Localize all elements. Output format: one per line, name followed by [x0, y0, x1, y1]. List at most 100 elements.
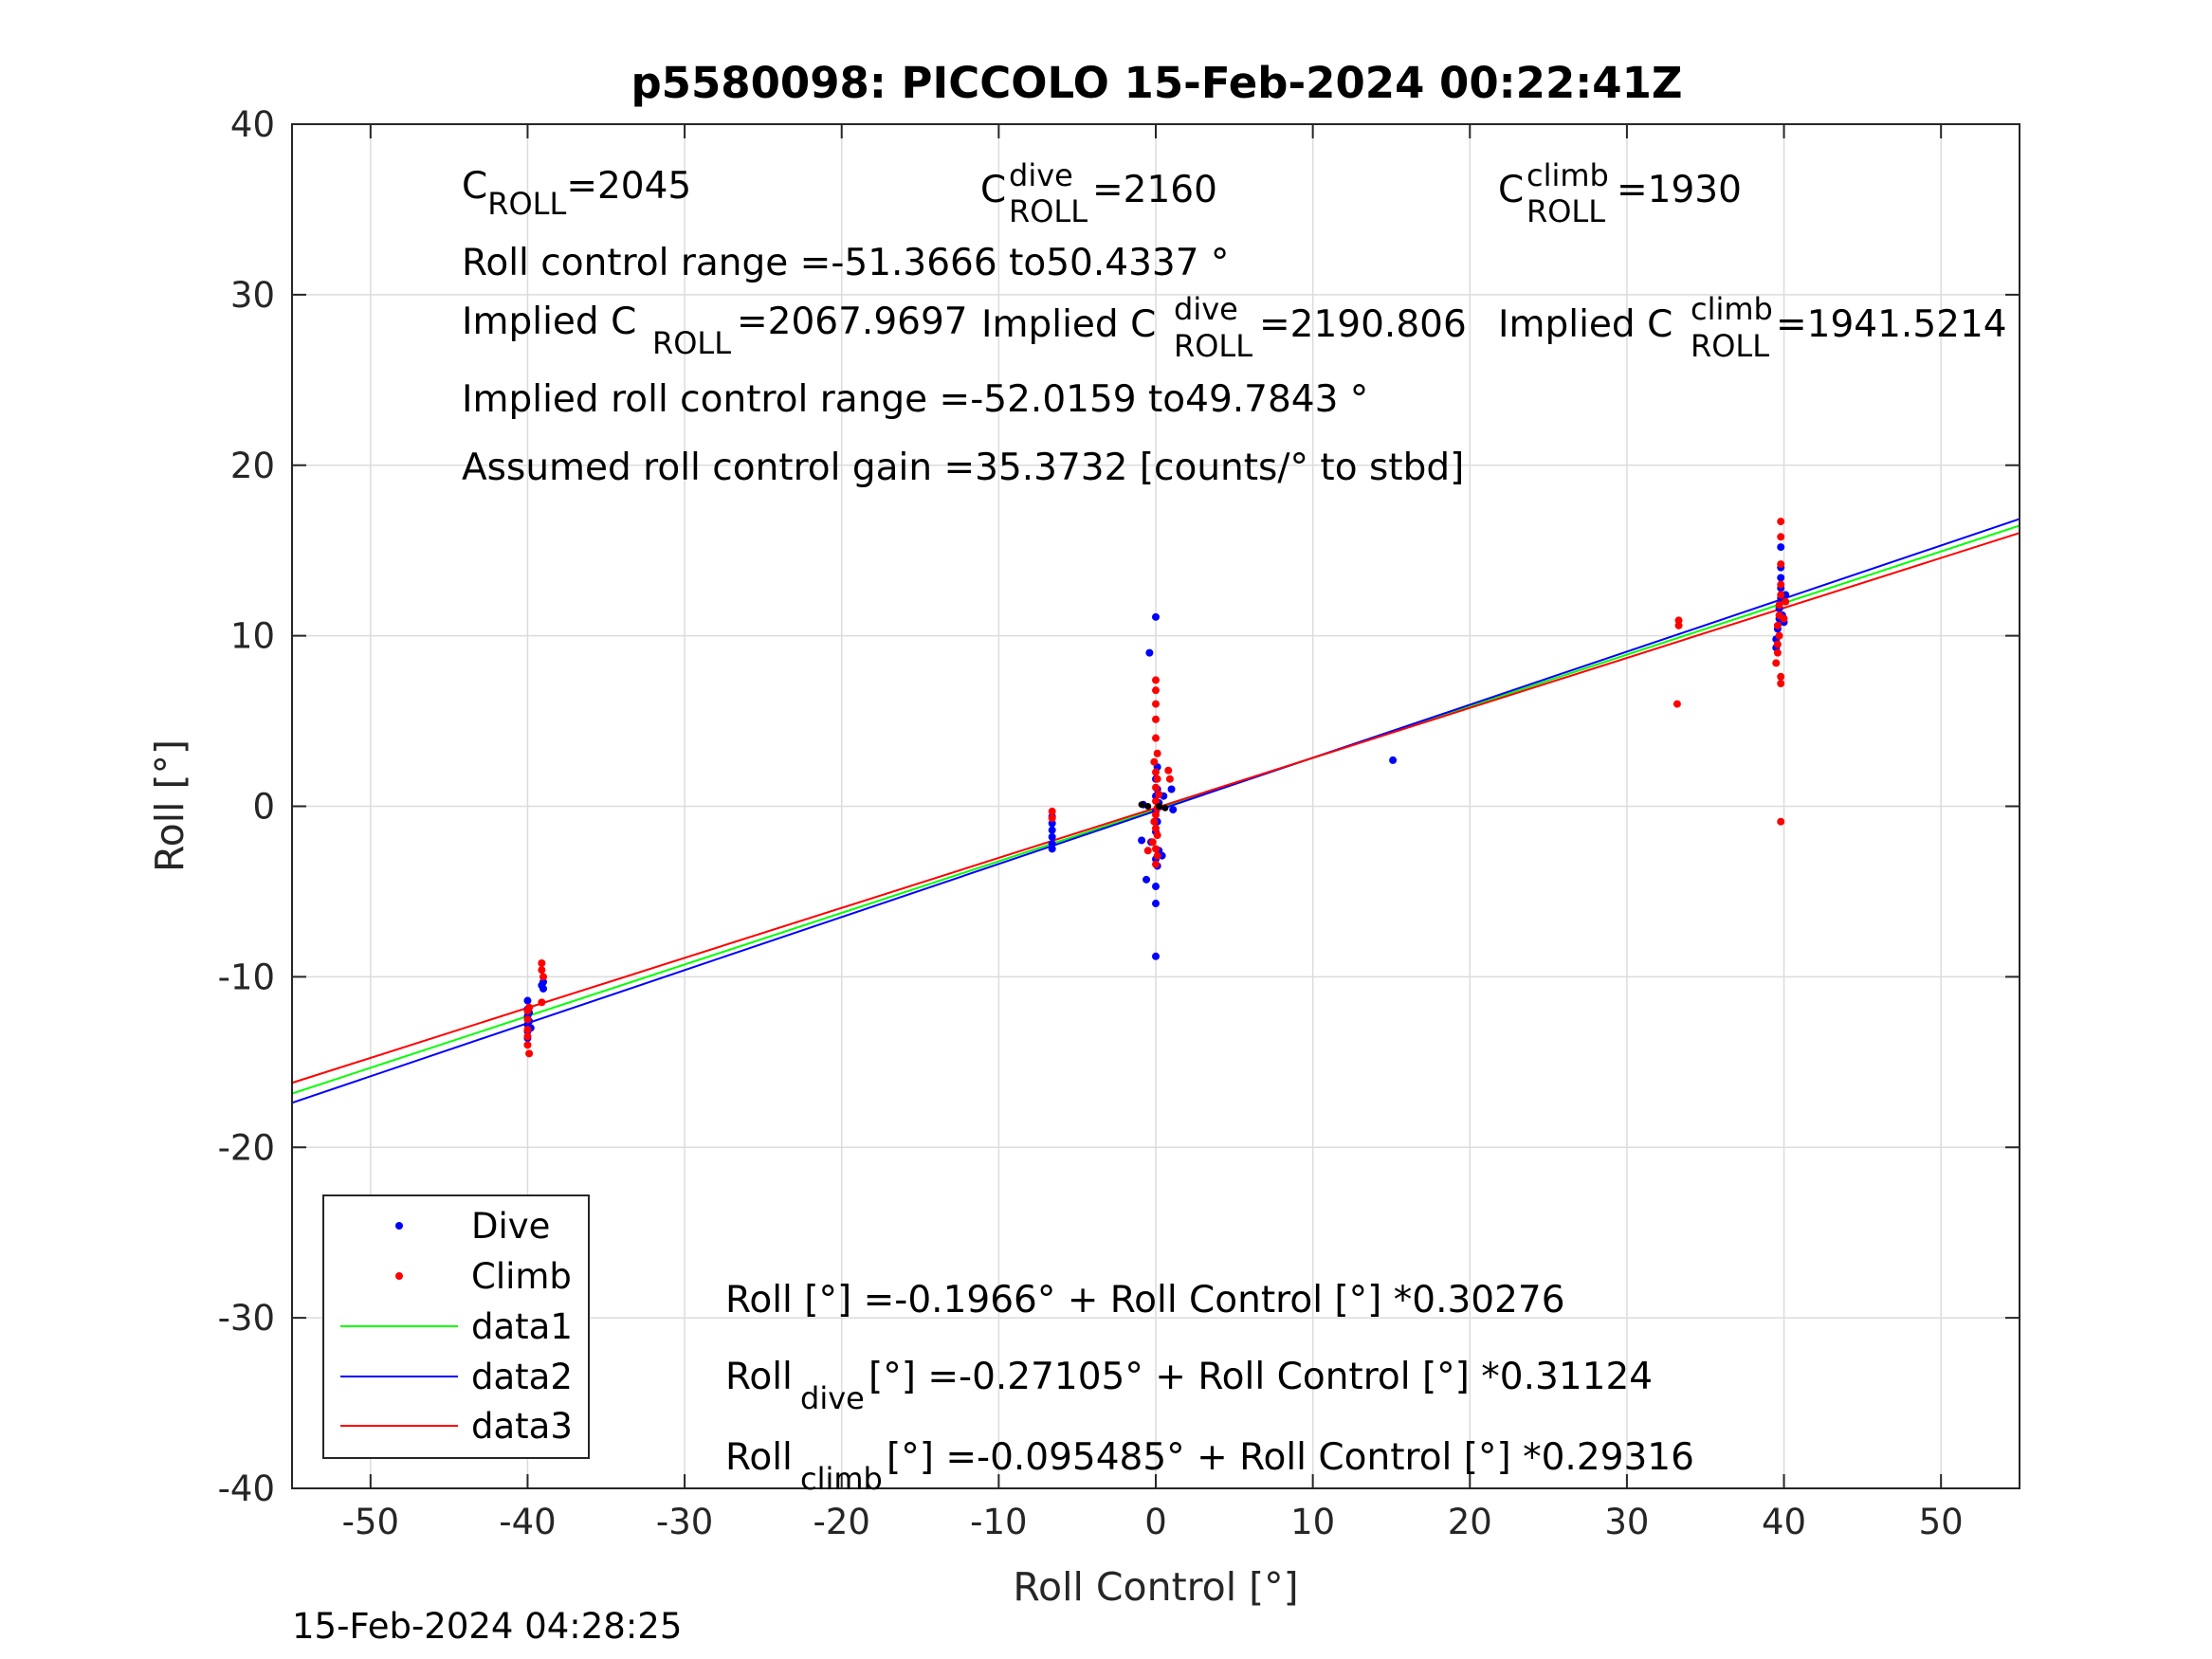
implied-c-roll-prefix: Implied C — [462, 301, 636, 343]
climb-point — [1775, 601, 1783, 610]
climb-point — [1152, 783, 1160, 792]
climb-point — [1773, 621, 1782, 629]
climb-point — [1152, 715, 1160, 723]
climb-point — [1777, 591, 1785, 599]
fit-dive-base: Roll — [725, 1356, 793, 1398]
climb-point — [1152, 797, 1160, 806]
dive-point — [1152, 952, 1160, 960]
climb-point — [1153, 749, 1161, 757]
dive-point — [1152, 900, 1160, 908]
dive-point — [523, 996, 532, 1005]
x-tick-label: -10 — [970, 1502, 1027, 1542]
climb-point — [1153, 831, 1161, 840]
extra-point — [1155, 803, 1162, 810]
fit-dive-sub: dive — [800, 1380, 865, 1416]
climb-point — [1165, 775, 1174, 783]
climb-point — [1152, 686, 1160, 695]
fit-climb-sub: climb — [800, 1461, 883, 1497]
c-roll-climb-sup: climb — [1526, 157, 1609, 193]
climb-point — [1777, 533, 1785, 541]
climb-point — [1048, 807, 1056, 815]
implied-c-roll-dive-value: =2190.806 — [1259, 303, 1467, 346]
x-axis-label: Roll Control [°] — [1013, 1564, 1298, 1610]
axes-frame — [291, 123, 2020, 1489]
climb-point — [1674, 621, 1683, 629]
climb-point — [1148, 838, 1157, 847]
c-roll-climb-base: C — [1498, 169, 1524, 211]
implied-control-range-text: Implied roll control range =-52.0159 to4… — [462, 378, 1368, 421]
y-tick-label: 20 — [230, 446, 275, 486]
footer-timestamp: 15-Feb-2024 04:28:25 — [292, 1606, 682, 1647]
x-tick-label: -40 — [499, 1502, 556, 1542]
c-roll-base: C — [462, 165, 487, 208]
legend-dive-marker — [395, 1222, 403, 1230]
climb-point — [1152, 676, 1160, 684]
c-roll-dive-sup: dive — [1009, 157, 1073, 193]
dive-point — [1777, 574, 1785, 582]
climb-point — [1772, 659, 1781, 667]
x-tick-labels: -50 -40 -30 -20 -10 0 10 20 30 40 50 — [342, 1502, 1964, 1542]
climb-point — [525, 1049, 534, 1058]
climb-point — [1152, 734, 1160, 742]
dive-point — [1048, 826, 1056, 834]
fit-all-text: Roll [°] =-0.1966° + Roll Control [°] *0… — [725, 1279, 1565, 1322]
fit-climb-value: [°] =-0.095485° + Roll Control [°] *0.29… — [887, 1436, 1694, 1479]
dive-point — [1143, 875, 1151, 884]
climb-point — [1150, 757, 1159, 766]
climb-point — [1775, 631, 1783, 640]
fit-climb-base: Roll — [725, 1436, 793, 1479]
implied-c-roll-dive-sup: dive — [1174, 291, 1238, 327]
climb-point — [1782, 597, 1790, 606]
implied-c-roll-dive-prefix: Implied C — [981, 303, 1156, 346]
dive-point — [1152, 612, 1160, 621]
climb-point — [1777, 817, 1785, 826]
legend-climb-label: Climb — [471, 1256, 572, 1297]
annotations: CROLL=2045 C dive ROLL =2160 C climb ROL… — [462, 157, 2007, 1497]
climb-point — [1150, 817, 1159, 826]
climb-point — [1048, 814, 1056, 823]
y-tick-label: -40 — [218, 1468, 275, 1509]
y-tick-label: 10 — [230, 616, 275, 657]
climb-point — [1673, 700, 1681, 708]
climb-point — [1152, 860, 1160, 868]
implied-c-roll-climb-sub: ROLL — [1691, 328, 1769, 364]
legend-data1-label: data1 — [471, 1306, 573, 1347]
x-tick-label: -20 — [814, 1502, 870, 1542]
dive-point — [1145, 648, 1154, 657]
climb-point — [538, 998, 546, 1007]
climb-point — [1153, 775, 1161, 783]
climb-point — [523, 1032, 532, 1041]
climb-point — [1777, 580, 1785, 589]
legend-dive-label: Dive — [471, 1206, 550, 1247]
x-tick-label: 40 — [1762, 1502, 1806, 1542]
climb-point — [1773, 648, 1782, 657]
climb-point — [523, 1041, 532, 1049]
dive-point — [1048, 832, 1056, 841]
implied-c-roll-climb-sup: climb — [1691, 291, 1773, 327]
climb-point — [539, 973, 548, 981]
climb-point — [1155, 790, 1163, 798]
y-axis-label: Roll [°] — [147, 739, 192, 872]
c-roll-value: =2045 — [566, 165, 691, 208]
x-tick-label: 30 — [1604, 1502, 1649, 1542]
x-tick-label: 10 — [1290, 1502, 1335, 1542]
c-roll-dive-value: =2160 — [1092, 169, 1217, 211]
control-range-text: Roll control range =-51.3666 to50.4337 ° — [462, 242, 1229, 284]
legend: Dive Climb data1 data2 data3 — [322, 1194, 590, 1459]
implied-c-roll-dive-sub: ROLL — [1174, 328, 1252, 364]
extra-point — [1161, 804, 1169, 811]
chart-title: p5580098: PICCOLO 15-Feb-2024 00:22:41Z — [631, 58, 1682, 108]
c-roll-dive-base: C — [980, 169, 1006, 211]
climb-point — [1143, 847, 1152, 855]
climb-point — [1152, 845, 1160, 853]
y-tick-label: 0 — [252, 787, 275, 828]
y-tick-label: 40 — [230, 104, 275, 145]
dive-point — [1169, 806, 1178, 814]
implied-c-roll-climb-prefix: Implied C — [1498, 303, 1673, 346]
climb-point — [1777, 518, 1785, 526]
implied-c-roll-sub: ROLL — [652, 325, 731, 361]
y-tick-label: -30 — [218, 1298, 275, 1339]
dive-point — [1048, 845, 1056, 853]
x-tick-label: 50 — [1919, 1502, 1964, 1542]
c-roll-climb-sub: ROLL — [1526, 193, 1605, 229]
